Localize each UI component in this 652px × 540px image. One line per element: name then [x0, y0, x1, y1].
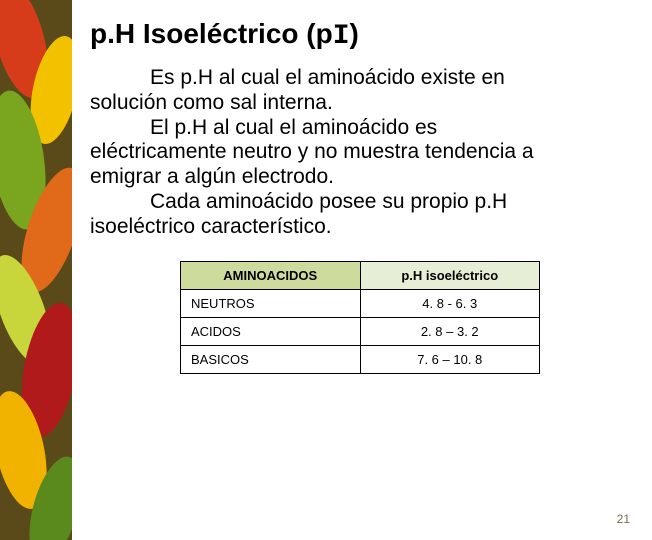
table-row: NEUTROS 4. 8 - 6. 3 — [181, 290, 540, 318]
table-cell-cat: ACIDOS — [181, 318, 361, 346]
para-1-line-1: Es p.H al cual el aminoácido existe en — [90, 66, 630, 91]
title-suffix: ) — [350, 18, 359, 49]
table-cell-val: 7. 6 – 10. 8 — [360, 346, 540, 374]
page-number: 21 — [617, 512, 630, 526]
body-text: Es p.H al cual el aminoácido existe en s… — [90, 66, 630, 239]
para-3-line-2: isoeléctrico característico. — [90, 215, 630, 240]
table-container: AMINOACIDOS p.H isoeléctrico NEUTROS 4. … — [90, 261, 630, 374]
title-mono: I — [333, 21, 350, 52]
title-prefix: p.H Isoeléctrico (p — [90, 18, 333, 49]
amino-table: AMINOACIDOS p.H isoeléctrico NEUTROS 4. … — [180, 261, 540, 374]
slide-title: p.H Isoeléctrico (pI) — [90, 18, 630, 52]
para-3-line-1: Cada aminoácido posee su propio p.H — [90, 190, 630, 215]
sidebar-svg — [0, 0, 72, 540]
table-cell-val: 4. 8 - 6. 3 — [360, 290, 540, 318]
table-row: ACIDOS 2. 8 – 3. 2 — [181, 318, 540, 346]
para-1-line-2: solución como sal interna. — [90, 91, 630, 116]
para-2-line-1: El p.H al cual el aminoácido es — [90, 116, 630, 141]
table-row: BASICOS 7. 6 – 10. 8 — [181, 346, 540, 374]
table-header-ph: p.H isoeléctrico — [360, 262, 540, 290]
table-cell-cat: NEUTROS — [181, 290, 361, 318]
table-cell-val: 2. 8 – 3. 2 — [360, 318, 540, 346]
para-2-line-3: emigrar a algún electrodo. — [90, 165, 630, 190]
table-header-row: AMINOACIDOS p.H isoeléctrico — [181, 262, 540, 290]
table-header-aminoacidos: AMINOACIDOS — [181, 262, 361, 290]
decorative-sidebar — [0, 0, 72, 540]
para-2-line-2: eléctricamente neutro y no muestra tende… — [90, 140, 630, 165]
slide-content: p.H Isoeléctrico (pI) Es p.H al cual el … — [90, 18, 630, 374]
table-cell-cat: BASICOS — [181, 346, 361, 374]
